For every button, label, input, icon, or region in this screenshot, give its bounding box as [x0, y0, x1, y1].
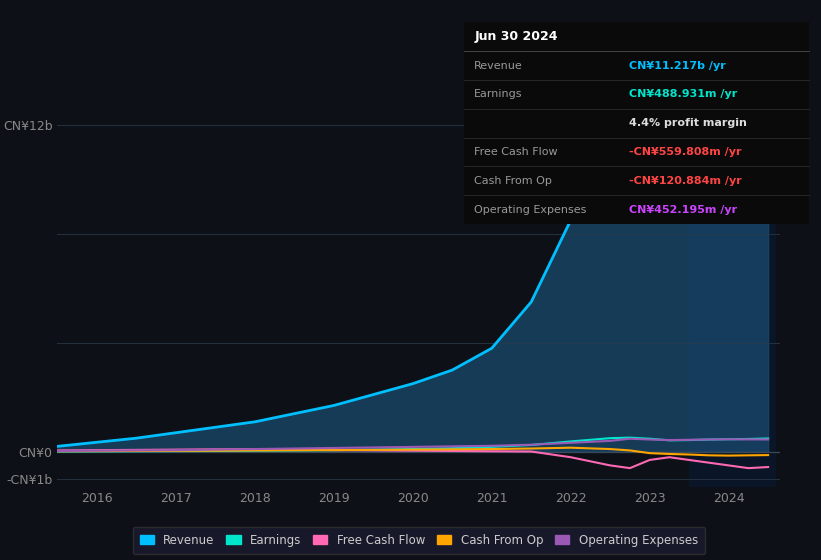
Text: -CN¥559.808m /yr: -CN¥559.808m /yr [630, 147, 742, 157]
Text: CN¥452.195m /yr: CN¥452.195m /yr [630, 204, 737, 214]
Text: Operating Expenses: Operating Expenses [475, 204, 586, 214]
Bar [689, 84, 776, 487]
Text: Cash From Op: Cash From Op [475, 176, 552, 186]
Text: 4.4% profit margin: 4.4% profit margin [630, 118, 747, 128]
Text: Free Cash Flow: Free Cash Flow [475, 147, 557, 157]
Text: CN¥488.931m /yr: CN¥488.931m /yr [630, 90, 737, 100]
Text: CN¥11.217b /yr: CN¥11.217b /yr [630, 60, 726, 71]
Text: Revenue: Revenue [475, 60, 523, 71]
Legend: Revenue, Earnings, Free Cash Flow, Cash From Op, Operating Expenses: Revenue, Earnings, Free Cash Flow, Cash … [132, 527, 705, 554]
Text: Jun 30 2024: Jun 30 2024 [475, 30, 557, 43]
Text: -CN¥120.884m /yr: -CN¥120.884m /yr [630, 176, 742, 186]
Text: Earnings: Earnings [475, 90, 523, 100]
